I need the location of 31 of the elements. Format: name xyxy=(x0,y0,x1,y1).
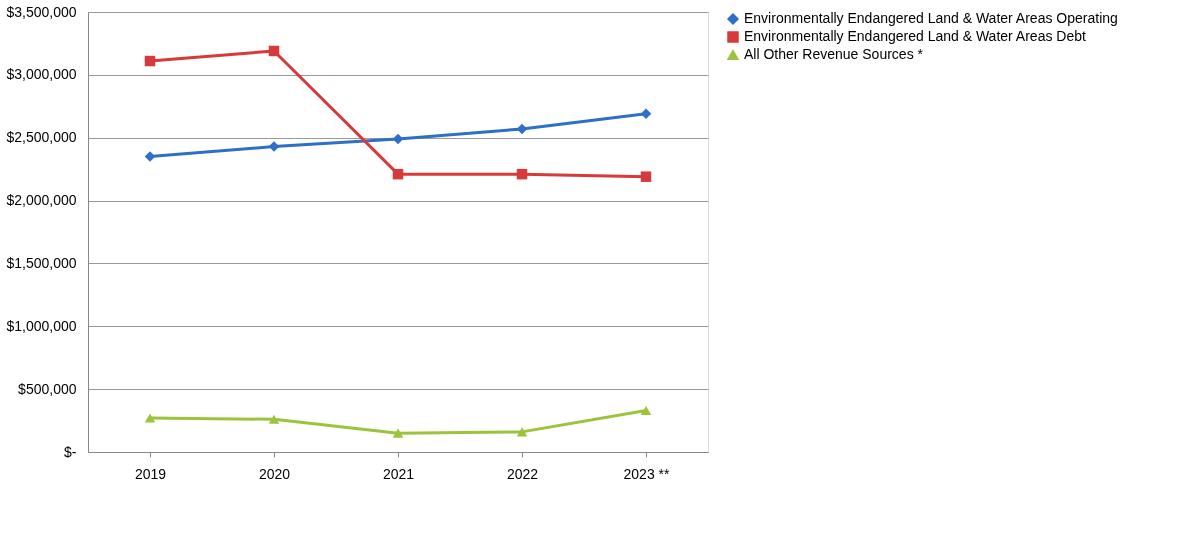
point xyxy=(640,108,652,120)
point xyxy=(268,414,280,424)
y-tick-label: $2,000,000 xyxy=(6,192,77,209)
point xyxy=(144,413,156,423)
point xyxy=(640,171,652,182)
point xyxy=(516,123,528,135)
x-tick-label: 2021 xyxy=(382,465,415,482)
legend-label: Environmentally Endangered Land & Water Areas Operating xyxy=(744,10,1118,26)
y-tick-label: $2,500,000 xyxy=(6,129,77,146)
legend-label: All Other Revenue Sources * xyxy=(744,46,924,62)
point xyxy=(144,55,156,67)
x-tick-label: 2020 xyxy=(258,465,291,482)
point xyxy=(516,427,528,437)
x-tick-label: 2019 xyxy=(134,465,167,482)
y-tick-label: $500,000 xyxy=(18,380,77,397)
y-tick-label: $1,000,000 xyxy=(6,317,77,334)
point xyxy=(392,168,404,180)
y-tick-label: $3,500,000 xyxy=(6,3,77,20)
y-tick-label: $1,500,000 xyxy=(6,254,77,271)
point xyxy=(516,168,528,180)
legend-label: Environmentally Endangered Land & Water Areas Debt xyxy=(744,28,1087,44)
point xyxy=(392,133,404,145)
point xyxy=(268,141,280,152)
x-tick-label: 2023 ** xyxy=(623,465,671,482)
point xyxy=(144,151,156,162)
point xyxy=(392,428,404,438)
y-tick-label: $3,000,000 xyxy=(6,66,77,83)
point xyxy=(268,45,280,57)
point xyxy=(640,405,652,416)
y-tick-label: $- xyxy=(64,443,77,460)
x-tick-label: 2022 xyxy=(506,465,539,482)
